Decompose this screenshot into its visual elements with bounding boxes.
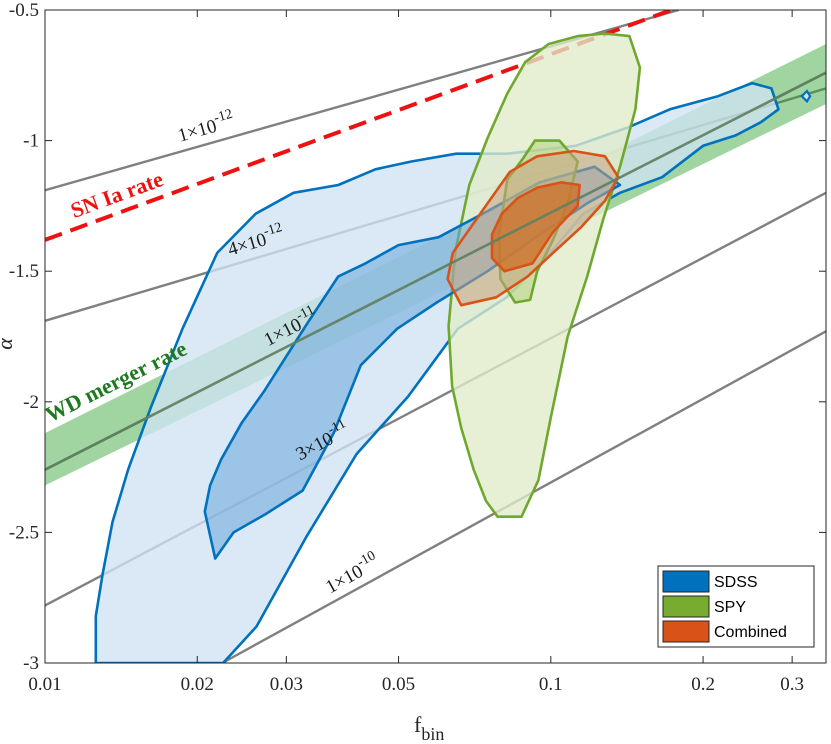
x-axis: 0.01 0.02 0.03 0.05 0.1 0.2 0.3	[28, 10, 804, 695]
x-tick-label: 0.03	[270, 674, 303, 695]
plot-frame	[44, 9, 827, 664]
x-tick-label: 0.3	[780, 674, 804, 695]
y-tick-label: -3	[23, 653, 39, 674]
x-tick-label: 0.02	[181, 674, 214, 695]
legend-swatch	[662, 570, 710, 593]
contours	[94, 32, 812, 663]
legend-label: SDSS	[714, 574, 758, 591]
sn-ia-rate-label: SN Ia rate	[67, 166, 166, 223]
y-tick-label: -2.5	[9, 522, 39, 543]
rate-label-exponent: -11	[294, 303, 317, 325]
y-tick-label: -0.5	[9, 0, 39, 21]
x-tick-label: 0.1	[539, 674, 563, 695]
legend-swatch	[662, 620, 710, 643]
legend-swatch	[662, 595, 710, 618]
rate-label: 1×10-12	[175, 107, 238, 147]
plot-area	[45, 10, 826, 663]
rate-label-exponent: -12	[212, 107, 234, 127]
combined-inner-contour	[490, 181, 581, 273]
x-tick-label: 0.05	[382, 674, 415, 695]
legend-label: SPY	[714, 599, 746, 616]
x-axis-title-subscript: bin	[421, 724, 444, 744]
y-tick-label: -1	[23, 131, 39, 152]
wd-merger-center-line	[45, 71, 826, 471]
sdss-island-contour	[800, 89, 812, 104]
x-axis-title: fbin	[414, 712, 444, 744]
y-axis-title: α	[0, 338, 17, 350]
rate-label-exponent: -12	[262, 220, 284, 240]
x-tick-label: 0.01	[28, 674, 61, 695]
y-tick-label: -2	[23, 392, 39, 413]
y-axis: -0.5 -1 -1.5 -2 -2.5 -3	[9, 0, 826, 674]
wd-merger-line	[45, 71, 826, 471]
legend-label: Combined	[714, 624, 787, 641]
x-tick-label: 0.2	[691, 674, 715, 695]
rate-label-exponent: -11	[325, 416, 348, 438]
y-tick-label: -1.5	[9, 261, 39, 282]
legend: SDSS SPY Combined	[657, 565, 815, 648]
